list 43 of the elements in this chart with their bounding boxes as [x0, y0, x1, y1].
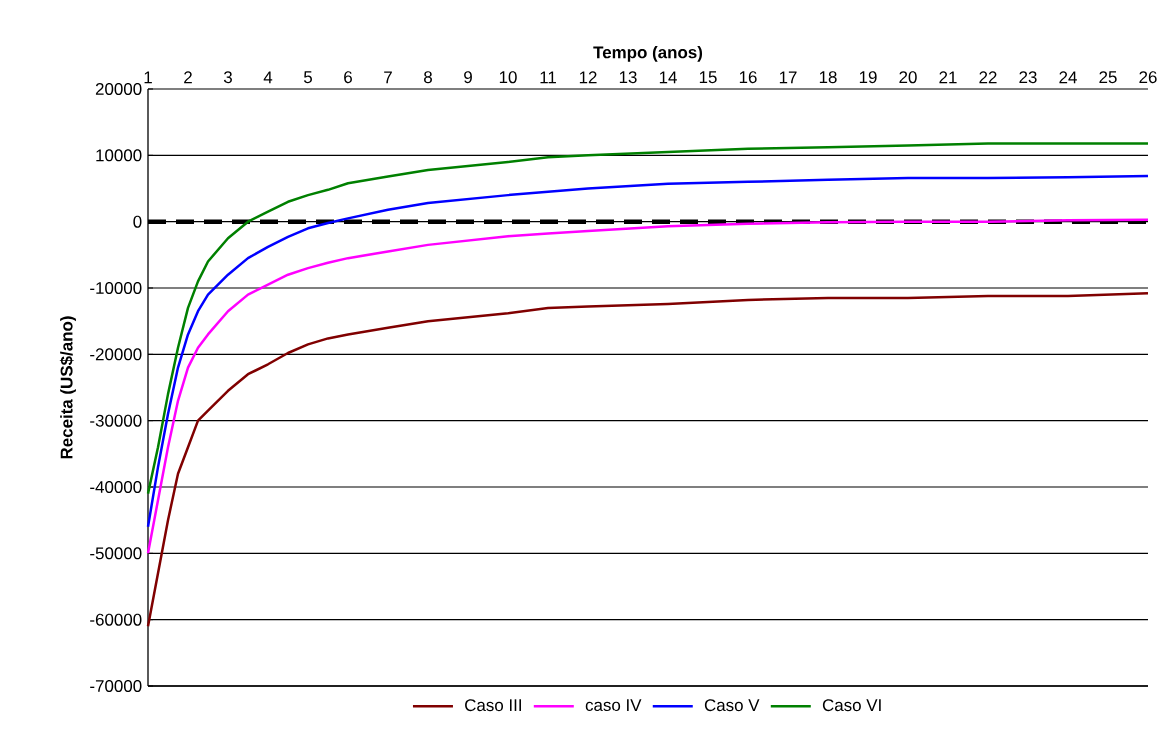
x-tick-label: 24 — [1059, 71, 1077, 84]
x-tick-label: 22 — [979, 71, 997, 84]
y-tick-label: 0 — [133, 215, 142, 228]
x-tick-label: 16 — [739, 71, 757, 84]
x-tick-label: 25 — [1099, 71, 1117, 84]
y-tick-label: -50000 — [90, 547, 142, 560]
x-tick-label: 20 — [899, 71, 917, 84]
y-tick-label: -20000 — [90, 348, 142, 361]
x-tick-label: 12 — [579, 71, 597, 84]
x-tick-label: 26 — [1139, 71, 1157, 84]
line-series — [146, 292, 1150, 628]
x-tick-label: 6 — [344, 71, 352, 84]
x-tick-label: 17 — [779, 71, 797, 84]
x-tick-label: 18 — [819, 71, 837, 84]
legend-label: Caso III — [465, 699, 521, 712]
x-tick-label: 3 — [223, 71, 232, 84]
x-tick-label: 15 — [699, 71, 717, 84]
y-tick-label: 20000 — [95, 83, 142, 95]
x-tick-label: 11 — [540, 71, 556, 84]
x-tick-label: 7 — [384, 71, 392, 84]
y-tick-label: -30000 — [90, 414, 142, 427]
x-tick-label: 14 — [659, 71, 677, 84]
x-tick-label: 10 — [499, 71, 517, 84]
legend-label: caso IV — [585, 699, 642, 712]
x-tick-label: 2 — [184, 71, 192, 84]
y-tick-label: -10000 — [90, 282, 142, 294]
x-tick-label: 5 — [303, 71, 312, 84]
x-tick-label: 4 — [263, 71, 273, 84]
x-tick-label: 19 — [859, 71, 877, 84]
y-tick-label: 10000 — [96, 149, 142, 162]
x-tick-label: 1 — [144, 71, 152, 84]
x-tick-label: 13 — [619, 71, 637, 84]
legend-label: Caso VI — [822, 699, 881, 712]
x-tick-label: 21 — [939, 71, 957, 84]
x-tick-label: 23 — [1019, 71, 1037, 84]
y-tick-label: -40000 — [90, 481, 142, 493]
legend-label: Caso V — [704, 699, 760, 712]
x-axis-title: Tempo (anos) — [593, 45, 703, 62]
x-tick-label: 9 — [464, 71, 472, 84]
y-tick-label: -70000 — [90, 680, 142, 692]
x-tick-label: 8 — [424, 71, 432, 84]
y-tick-label: -60000 — [90, 613, 142, 626]
y-axis-title: Receita (US$/ano) — [59, 316, 76, 459]
